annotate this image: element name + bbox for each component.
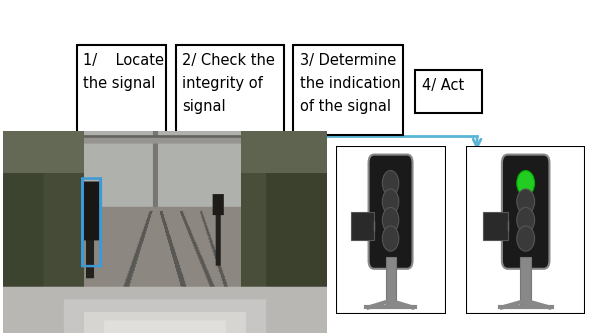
Bar: [520, 257, 531, 307]
Bar: [77, 45, 166, 135]
Circle shape: [383, 189, 399, 214]
Circle shape: [383, 171, 399, 196]
Text: 2/ Check the
integrity of
signal: 2/ Check the integrity of signal: [182, 53, 275, 114]
FancyBboxPatch shape: [368, 155, 412, 269]
Text: 4/ Act: 4/ Act: [422, 78, 464, 93]
Circle shape: [517, 189, 535, 214]
Bar: [415, 70, 482, 113]
FancyBboxPatch shape: [502, 155, 549, 269]
Circle shape: [517, 226, 535, 251]
Text: 1/    Locate
the signal: 1/ Locate the signal: [83, 53, 165, 91]
Circle shape: [383, 226, 399, 251]
Text: 3/ Determine
the indication
of the signal: 3/ Determine the indication of the signa…: [300, 53, 400, 114]
Bar: [386, 257, 396, 307]
Bar: [293, 45, 403, 135]
Bar: [483, 212, 508, 240]
Circle shape: [517, 207, 535, 233]
Circle shape: [383, 207, 399, 233]
Bar: [351, 212, 374, 240]
Bar: [176, 45, 284, 135]
Circle shape: [517, 171, 535, 196]
